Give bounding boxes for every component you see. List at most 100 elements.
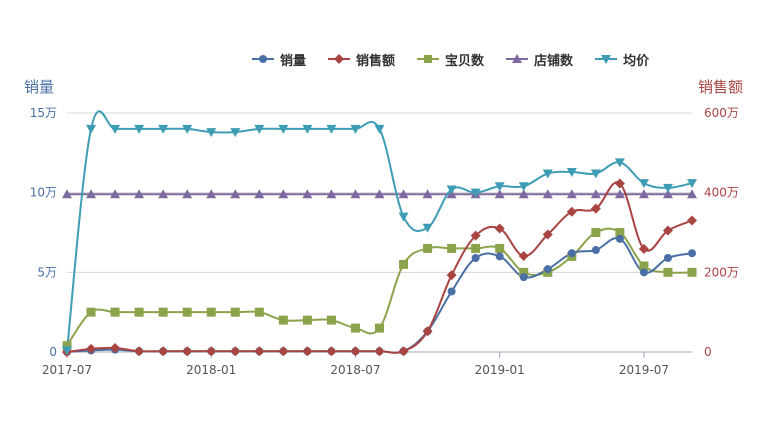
data-point[interactable] — [471, 243, 481, 253]
data-point[interactable] — [254, 124, 265, 134]
data-point[interactable] — [494, 182, 505, 192]
data-point[interactable] — [206, 346, 217, 357]
data-point[interactable] — [326, 189, 337, 199]
data-point[interactable] — [278, 315, 288, 325]
data-point[interactable] — [278, 346, 289, 357]
data-point[interactable] — [230, 307, 240, 317]
data-point[interactable] — [206, 307, 216, 317]
data-point[interactable] — [398, 212, 409, 222]
data-point[interactable] — [518, 251, 529, 262]
data-point[interactable] — [662, 183, 673, 193]
data-point[interactable] — [687, 215, 697, 226]
data-point[interactable] — [182, 189, 193, 199]
data-point[interactable] — [494, 223, 505, 234]
data-point[interactable] — [663, 253, 672, 262]
data-point[interactable] — [158, 346, 169, 357]
legend-item-item-count[interactable]: 宝贝数 — [417, 50, 484, 69]
data-point[interactable] — [470, 230, 481, 241]
data-point[interactable] — [422, 326, 433, 337]
data-point[interactable] — [590, 203, 601, 214]
data-point[interactable] — [566, 206, 577, 217]
data-point[interactable] — [374, 124, 385, 134]
data-point[interactable] — [446, 185, 457, 195]
data-point[interactable] — [591, 228, 601, 237]
data-point[interactable] — [688, 249, 696, 258]
data-point[interactable] — [254, 307, 264, 317]
data-point[interactable] — [687, 189, 697, 199]
legend-item-store-count[interactable]: 店铺数 — [506, 50, 573, 69]
data-point[interactable] — [519, 267, 529, 277]
data-point[interactable] — [182, 124, 193, 134]
data-point[interactable] — [638, 189, 649, 199]
data-point[interactable] — [110, 189, 121, 199]
data-point[interactable] — [134, 189, 145, 199]
data-point[interactable] — [86, 307, 96, 317]
data-point[interactable] — [254, 346, 265, 357]
data-point[interactable] — [326, 315, 336, 325]
data-point[interactable] — [398, 189, 409, 199]
data-point[interactable] — [495, 252, 504, 261]
data-point[interactable] — [662, 189, 673, 199]
data-point[interactable] — [302, 315, 312, 325]
data-point[interactable] — [446, 270, 457, 281]
data-point[interactable] — [230, 128, 241, 138]
data-point[interactable] — [86, 124, 97, 134]
data-point[interactable] — [62, 346, 72, 356]
data-point[interactable] — [86, 343, 97, 354]
data-point[interactable] — [687, 267, 697, 277]
data-point[interactable] — [566, 167, 577, 177]
data-point[interactable] — [62, 341, 72, 351]
data-point[interactable] — [638, 179, 649, 189]
data-point[interactable] — [543, 265, 552, 274]
data-point[interactable] — [110, 124, 121, 134]
data-point[interactable] — [302, 346, 313, 357]
data-point[interactable] — [687, 179, 697, 189]
data-point[interactable] — [278, 189, 289, 199]
data-point[interactable] — [614, 178, 625, 189]
data-point[interactable] — [398, 346, 409, 357]
data-point[interactable] — [542, 189, 553, 199]
data-point[interactable] — [134, 124, 145, 134]
data-point[interactable] — [350, 323, 360, 333]
data-point[interactable] — [542, 169, 553, 179]
data-point[interactable] — [230, 189, 241, 199]
data-point[interactable] — [206, 189, 217, 199]
data-point[interactable] — [663, 267, 673, 277]
data-point[interactable] — [62, 189, 72, 199]
data-point[interactable] — [638, 243, 649, 254]
data-point[interactable] — [326, 346, 337, 357]
data-point[interactable] — [639, 261, 649, 271]
data-point[interactable] — [134, 307, 144, 317]
data-point[interactable] — [374, 189, 385, 199]
data-point[interactable] — [399, 259, 409, 269]
data-point[interactable] — [495, 243, 505, 253]
data-point[interactable] — [182, 346, 193, 357]
data-point[interactable] — [590, 189, 601, 199]
data-point[interactable] — [471, 253, 480, 262]
legend-item-sales-amount[interactable]: 销售额 — [328, 50, 395, 69]
data-point[interactable] — [591, 246, 600, 255]
data-point[interactable] — [350, 124, 361, 134]
data-point[interactable] — [350, 346, 361, 357]
data-point[interactable] — [447, 287, 456, 296]
data-point[interactable] — [447, 243, 457, 253]
data-point[interactable] — [375, 323, 384, 333]
data-point[interactable] — [639, 268, 648, 277]
data-point[interactable] — [614, 189, 625, 199]
data-point[interactable] — [254, 189, 265, 199]
legend-item-sales-volume[interactable]: 销量 — [252, 50, 306, 69]
data-point[interactable] — [374, 346, 385, 357]
data-point[interactable] — [494, 189, 505, 199]
data-point[interactable] — [134, 346, 145, 357]
data-point[interactable] — [158, 307, 168, 317]
data-point[interactable] — [182, 307, 192, 317]
data-point[interactable] — [422, 223, 433, 233]
data-point[interactable] — [158, 124, 169, 134]
data-point[interactable] — [326, 124, 337, 134]
data-point[interactable] — [278, 124, 289, 134]
data-point[interactable] — [158, 189, 169, 199]
data-point[interactable] — [566, 189, 577, 199]
data-point[interactable] — [302, 124, 313, 134]
data-point[interactable] — [86, 189, 97, 199]
data-point[interactable] — [302, 189, 313, 199]
